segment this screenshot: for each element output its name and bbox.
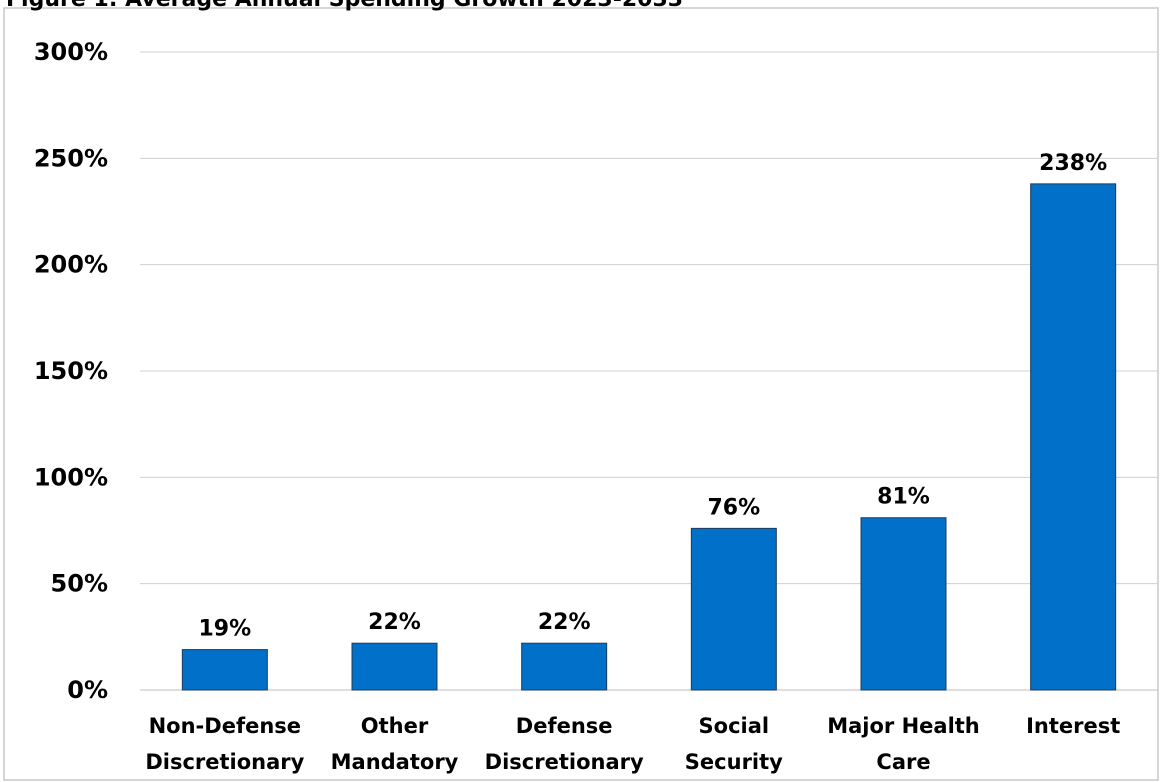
chart-title: Figure 1: Average Annual Spending Growth… (6, 0, 683, 12)
x-category-label-line: Social (699, 714, 770, 738)
x-category-label: Major Health Care (827, 714, 980, 774)
x-category-label-line: Interest (1026, 714, 1120, 738)
x-category-label: Non-Defense Discretionary (145, 714, 304, 774)
data-label: 22% (368, 610, 421, 635)
y-tick-label: 200% (34, 251, 108, 279)
data-label: 238% (1039, 151, 1107, 176)
y-tick-label: 150% (34, 357, 108, 385)
bar (351, 642, 438, 691)
y-tick-label: 100% (34, 463, 108, 491)
x-category-label-line: Discretionary (485, 750, 644, 774)
data-label: 76% (707, 495, 760, 520)
x-category-label-line: Defense (516, 714, 613, 738)
x-category-label-line: Other (361, 714, 429, 738)
x-category-label-line: Security (685, 750, 783, 774)
bar (860, 517, 947, 691)
x-category-label-line: Mandatory (331, 750, 459, 774)
x-axis-category-labels: Non-Defense Discretionary Other Mandatory De… (145, 714, 1120, 774)
x-category-label: Interest (1026, 714, 1120, 738)
bars (181, 183, 1117, 691)
x-category-label-line: Care (876, 750, 930, 774)
x-category-label: Other Mandatory (331, 714, 459, 774)
bar (1030, 183, 1117, 691)
x-category-label-line: Non-Defense (149, 714, 301, 738)
y-tick-label: 50% (51, 570, 108, 598)
y-tick-label: 300% (34, 38, 108, 66)
data-labels: 19% 22% 22% 76% 81% 238% (198, 151, 1107, 642)
x-category-label: Social Security (685, 714, 783, 774)
data-label: 81% (877, 485, 930, 510)
y-tick-label: 250% (34, 144, 108, 172)
bar (690, 527, 777, 691)
y-axis-tick-labels: 0% 50% 100% 150% 200% 250% 300% (34, 38, 108, 704)
x-category-label-line: Discretionary (145, 750, 304, 774)
data-label: 22% (538, 610, 591, 635)
data-label: 19% (198, 617, 251, 642)
gridlines (140, 51, 1158, 691)
y-tick-label: 0% (67, 676, 108, 704)
x-category-label: Defense Discretionary (485, 714, 644, 774)
x-category-label-line: Major Health (827, 714, 980, 738)
bar (521, 642, 608, 691)
bar (181, 649, 268, 691)
